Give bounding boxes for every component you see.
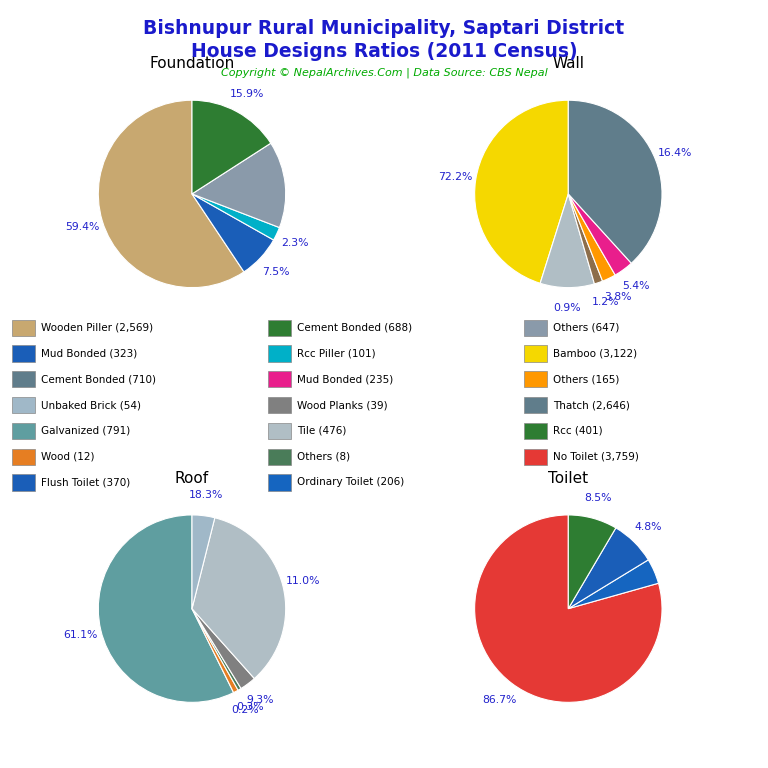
Text: 4.8%: 4.8% xyxy=(635,522,662,532)
Wedge shape xyxy=(568,560,658,608)
Text: Wood (12): Wood (12) xyxy=(41,452,94,462)
Text: 9.3%: 9.3% xyxy=(247,695,274,705)
Text: Tile (476): Tile (476) xyxy=(296,426,346,436)
Wedge shape xyxy=(192,515,215,608)
Text: Bamboo (3,122): Bamboo (3,122) xyxy=(553,349,637,359)
Text: 5.4%: 5.4% xyxy=(622,281,650,291)
Bar xyxy=(524,449,547,465)
Title: Roof: Roof xyxy=(175,472,209,486)
Wedge shape xyxy=(540,194,594,287)
Bar xyxy=(524,397,547,413)
Bar xyxy=(267,449,290,465)
Text: 15.9%: 15.9% xyxy=(230,88,264,98)
Wedge shape xyxy=(568,194,631,275)
Bar xyxy=(12,422,35,439)
Bar xyxy=(12,449,35,465)
Bar xyxy=(267,422,290,439)
Text: Others (8): Others (8) xyxy=(296,452,350,462)
Wedge shape xyxy=(568,515,616,608)
Wedge shape xyxy=(568,101,662,263)
Text: Thatch (2,646): Thatch (2,646) xyxy=(553,400,630,410)
Title: Toilet: Toilet xyxy=(548,472,588,486)
Text: Mud Bonded (323): Mud Bonded (323) xyxy=(41,349,137,359)
Text: 61.1%: 61.1% xyxy=(64,630,98,640)
Text: 11.0%: 11.0% xyxy=(286,576,320,586)
Text: Cement Bonded (688): Cement Bonded (688) xyxy=(296,323,412,333)
Bar xyxy=(267,371,290,388)
Text: Rcc Piller (101): Rcc Piller (101) xyxy=(296,349,376,359)
Text: 0.9%: 0.9% xyxy=(553,303,581,313)
Wedge shape xyxy=(192,608,254,688)
Text: Unbaked Brick (54): Unbaked Brick (54) xyxy=(41,400,141,410)
Text: 86.7%: 86.7% xyxy=(482,695,517,705)
Wedge shape xyxy=(192,608,241,690)
Text: 2.3%: 2.3% xyxy=(282,237,310,247)
Wedge shape xyxy=(192,194,280,240)
Bar xyxy=(12,475,35,491)
Wedge shape xyxy=(568,528,648,608)
Wedge shape xyxy=(475,515,662,702)
Wedge shape xyxy=(568,194,603,284)
Title: Foundation: Foundation xyxy=(149,57,235,71)
Bar xyxy=(12,371,35,388)
Bar xyxy=(12,319,35,336)
Text: 18.3%: 18.3% xyxy=(189,490,223,500)
Bar xyxy=(267,346,290,362)
Text: Copyright © NepalArchives.Com | Data Source: CBS Nepal: Copyright © NepalArchives.Com | Data Sou… xyxy=(220,68,548,78)
Wedge shape xyxy=(192,101,271,194)
Text: Bishnupur Rural Municipality, Saptari District: Bishnupur Rural Municipality, Saptari Di… xyxy=(144,19,624,38)
Text: 59.4%: 59.4% xyxy=(65,222,100,232)
Text: Wood Planks (39): Wood Planks (39) xyxy=(296,400,387,410)
Wedge shape xyxy=(98,515,233,702)
Wedge shape xyxy=(192,143,286,227)
Text: Others (165): Others (165) xyxy=(553,374,619,384)
Text: 0.2%: 0.2% xyxy=(232,705,260,715)
Text: Galvanized (791): Galvanized (791) xyxy=(41,426,130,436)
Bar xyxy=(524,346,547,362)
Wedge shape xyxy=(192,518,286,679)
Bar xyxy=(267,475,290,491)
Bar xyxy=(267,319,290,336)
Text: Rcc (401): Rcc (401) xyxy=(553,426,602,436)
Text: 72.2%: 72.2% xyxy=(439,171,472,181)
Text: 1.2%: 1.2% xyxy=(591,297,619,307)
Text: No Toilet (3,759): No Toilet (3,759) xyxy=(553,452,638,462)
Text: 0.3%: 0.3% xyxy=(237,702,264,712)
Bar xyxy=(524,319,547,336)
Text: Others (647): Others (647) xyxy=(553,323,619,333)
Text: 7.5%: 7.5% xyxy=(262,266,290,276)
Bar xyxy=(524,371,547,388)
Text: 16.4%: 16.4% xyxy=(657,147,692,157)
Text: House Designs Ratios (2011 Census): House Designs Ratios (2011 Census) xyxy=(190,42,578,61)
Title: Wall: Wall xyxy=(552,57,584,71)
Text: Cement Bonded (710): Cement Bonded (710) xyxy=(41,374,156,384)
Wedge shape xyxy=(98,101,244,287)
Text: Mud Bonded (235): Mud Bonded (235) xyxy=(296,374,393,384)
Wedge shape xyxy=(192,608,238,693)
Text: Ordinary Toilet (206): Ordinary Toilet (206) xyxy=(296,478,404,488)
Text: 8.5%: 8.5% xyxy=(584,493,612,503)
Wedge shape xyxy=(568,194,615,281)
Text: Flush Toilet (370): Flush Toilet (370) xyxy=(41,478,130,488)
Text: Wooden Piller (2,569): Wooden Piller (2,569) xyxy=(41,323,153,333)
Wedge shape xyxy=(192,194,273,272)
Text: 3.8%: 3.8% xyxy=(604,292,632,302)
Bar xyxy=(12,346,35,362)
Bar xyxy=(524,422,547,439)
Bar xyxy=(267,397,290,413)
Bar xyxy=(12,397,35,413)
Wedge shape xyxy=(475,101,568,283)
